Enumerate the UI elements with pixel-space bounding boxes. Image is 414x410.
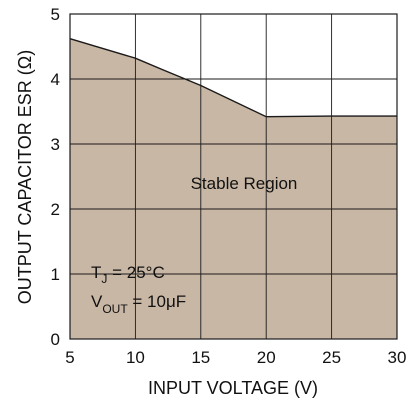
annotation-tj-symbol: T [91, 263, 101, 282]
y-tick-label: 2 [51, 200, 60, 219]
y-tick-label: 5 [51, 5, 60, 24]
line-layer [69, 38, 397, 118]
esr-boundary-line [69, 38, 397, 118]
y-axis-label: OUTPUT CAPACITOR ESR (Ω) [15, 50, 35, 304]
annotation-vout-symbol: V [91, 292, 103, 311]
annotation-vout-subscript: OUT [102, 302, 128, 316]
y-tick-label: 3 [51, 135, 60, 154]
x-tick-label: 15 [191, 348, 210, 367]
annotation-tj-subscript: J [101, 272, 107, 286]
x-tick-labels: 5 10 15 20 25 30 [65, 348, 406, 367]
x-tick-label: 30 [388, 348, 407, 367]
y-tick-label: 4 [51, 70, 60, 89]
y-tick-label: 1 [51, 265, 60, 284]
annotation-tj: TJ = 25°C [91, 263, 165, 286]
x-tick-label: 20 [257, 348, 276, 367]
x-axis-label: INPUT VOLTAGE (V) [148, 378, 318, 398]
stable-region-area [70, 38, 397, 339]
plot-frame [69, 13, 398, 340]
x-tick-label: 10 [126, 348, 145, 367]
y-tick-label: 0 [51, 330, 60, 349]
annotation-vout: VOUT = 10μF [91, 292, 186, 316]
area-layer [70, 38, 397, 339]
y-tick-labels: 0 1 2 3 4 5 [51, 5, 60, 349]
annotation-vout-value: = 10μF [128, 292, 186, 311]
x-tick-label: 25 [322, 348, 341, 367]
annotation-stable-region: Stable Region [191, 174, 298, 193]
annotation-tj-value: = 25°C [107, 263, 164, 282]
x-tick-label: 5 [65, 348, 74, 367]
